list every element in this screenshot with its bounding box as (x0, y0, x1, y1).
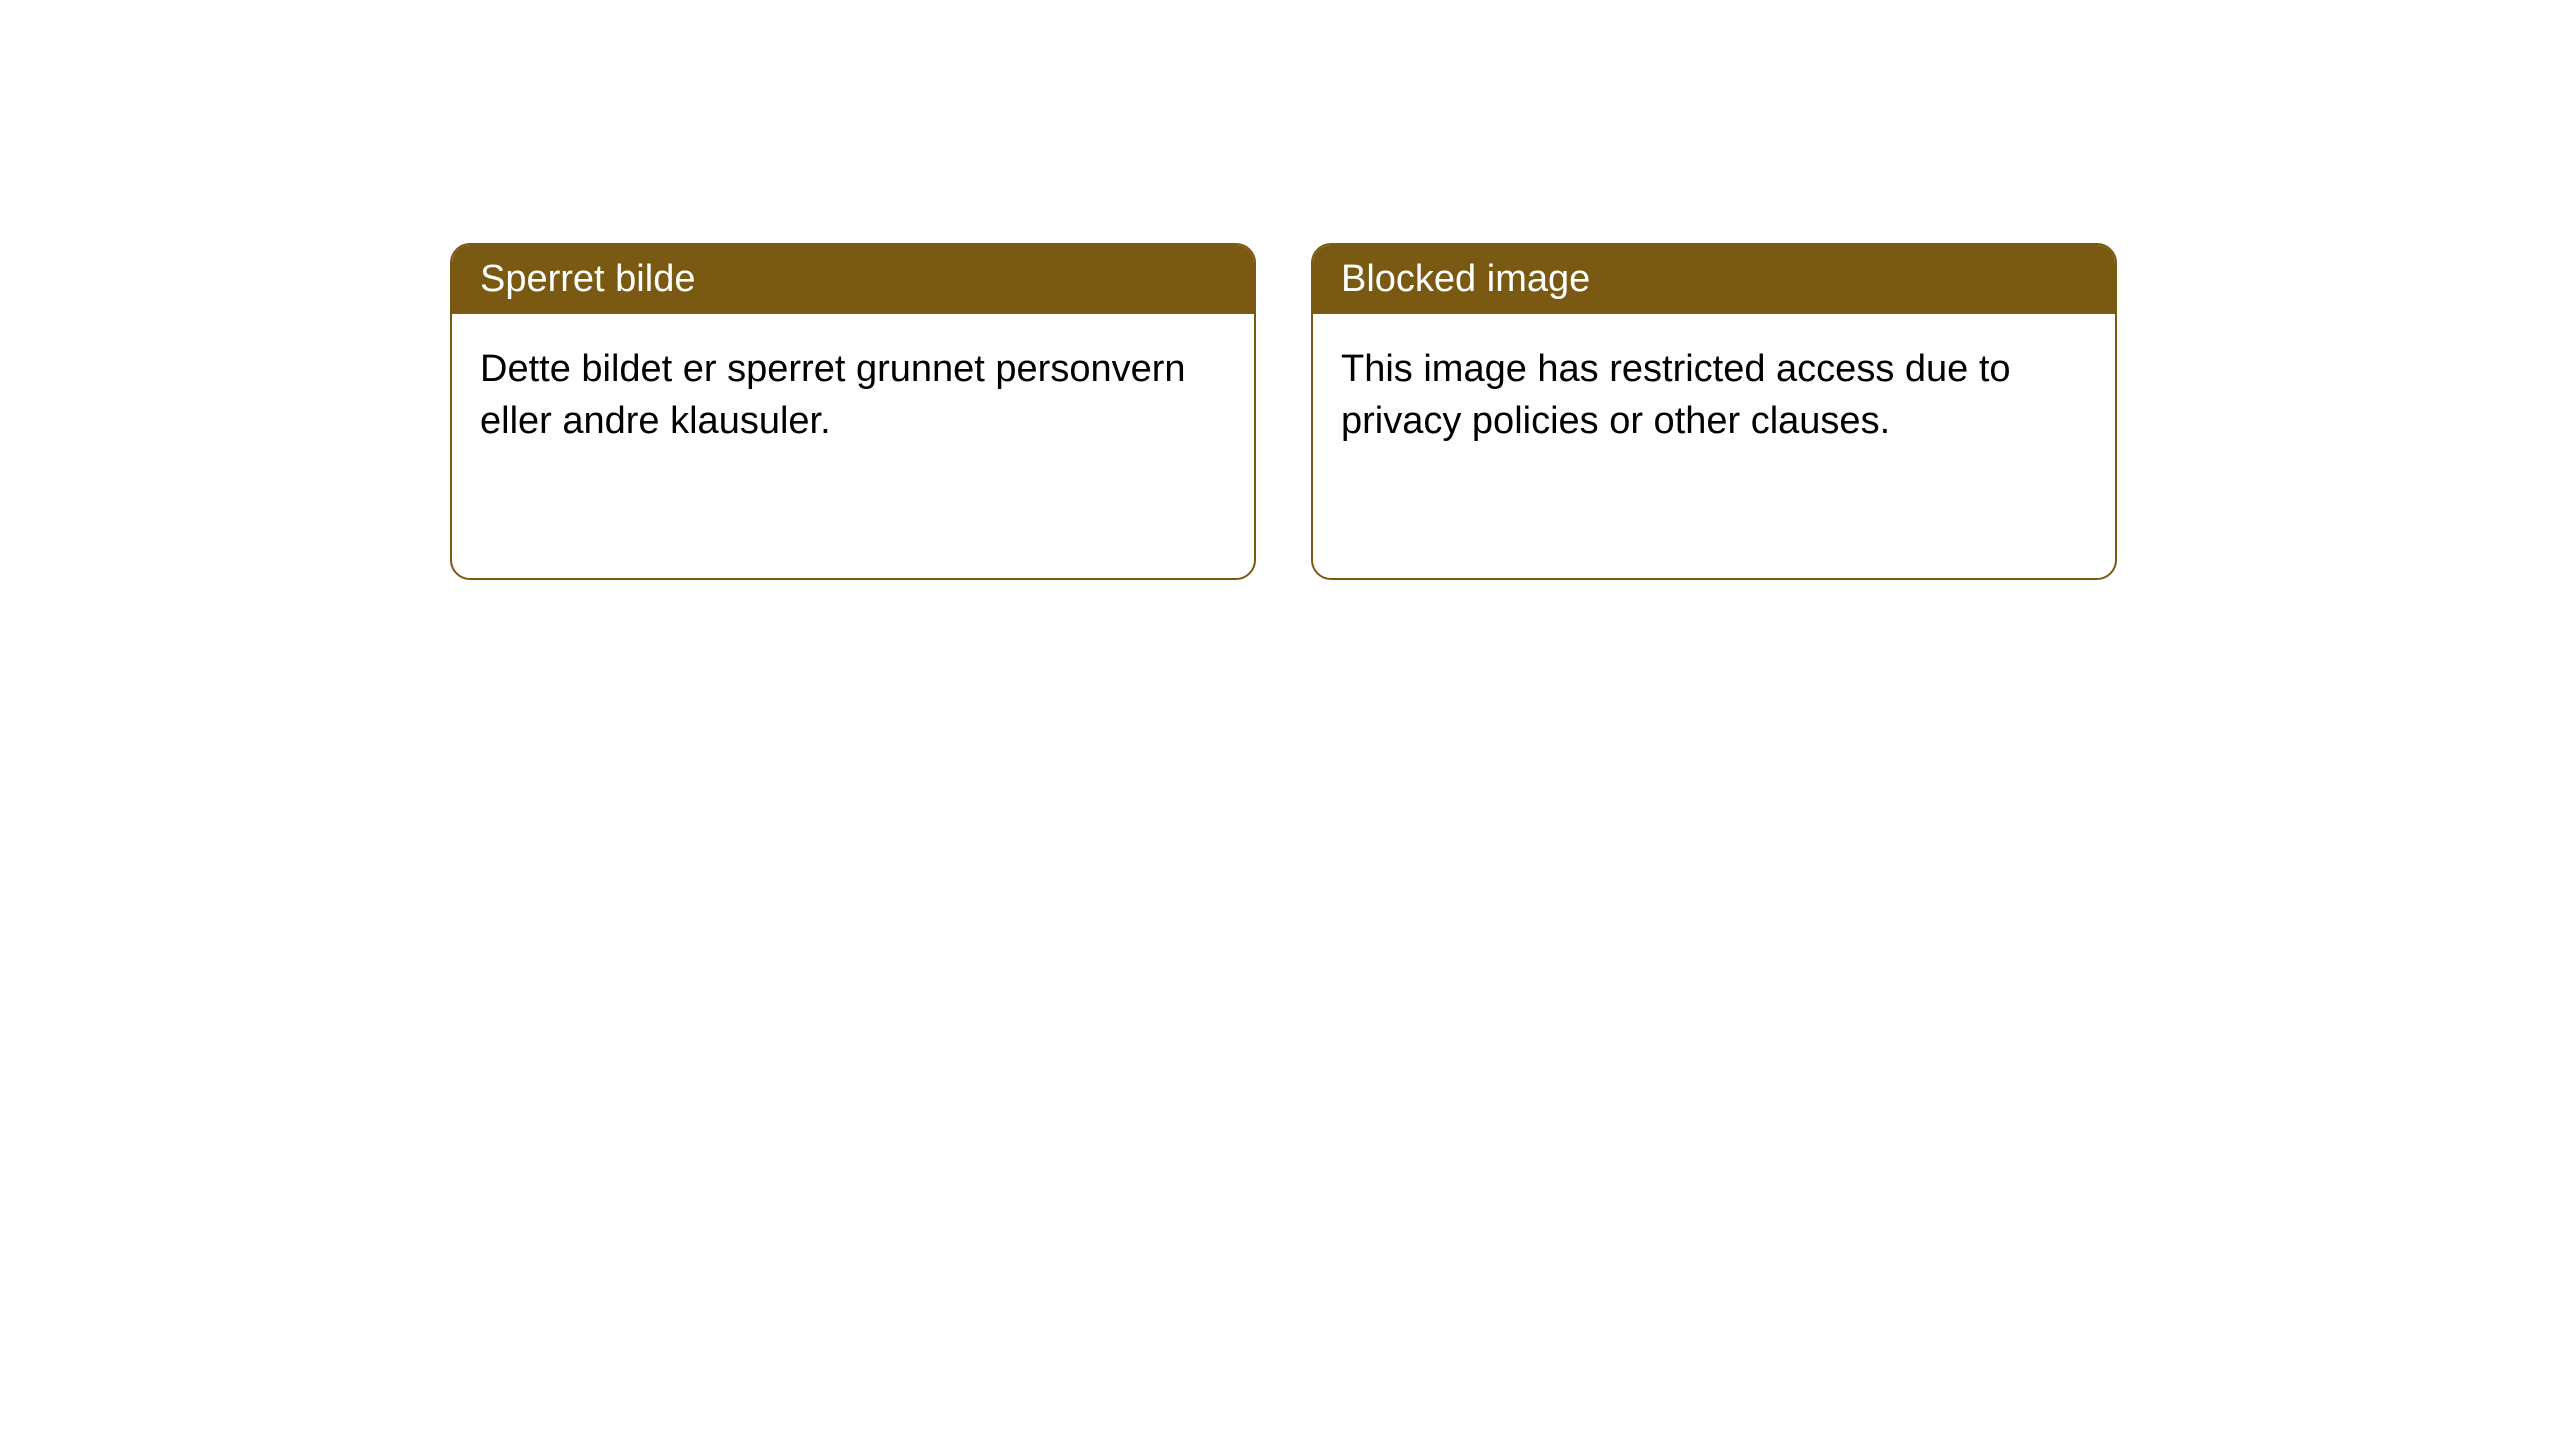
card-title: Sperret bilde (480, 258, 695, 300)
card-body-text: Dette bildet er sperret grunnet personve… (480, 348, 1186, 441)
card-header: Sperret bilde (452, 245, 1254, 314)
notice-card-norwegian: Sperret bilde Dette bildet er sperret gr… (450, 243, 1256, 580)
card-body-text: This image has restricted access due to … (1341, 348, 2011, 441)
notice-container: Sperret bilde Dette bildet er sperret gr… (450, 243, 2117, 580)
card-header: Blocked image (1313, 245, 2115, 314)
card-body: This image has restricted access due to … (1313, 314, 2115, 477)
card-body: Dette bildet er sperret grunnet personve… (452, 314, 1254, 477)
card-title: Blocked image (1341, 258, 1590, 300)
notice-card-english: Blocked image This image has restricted … (1311, 243, 2117, 580)
